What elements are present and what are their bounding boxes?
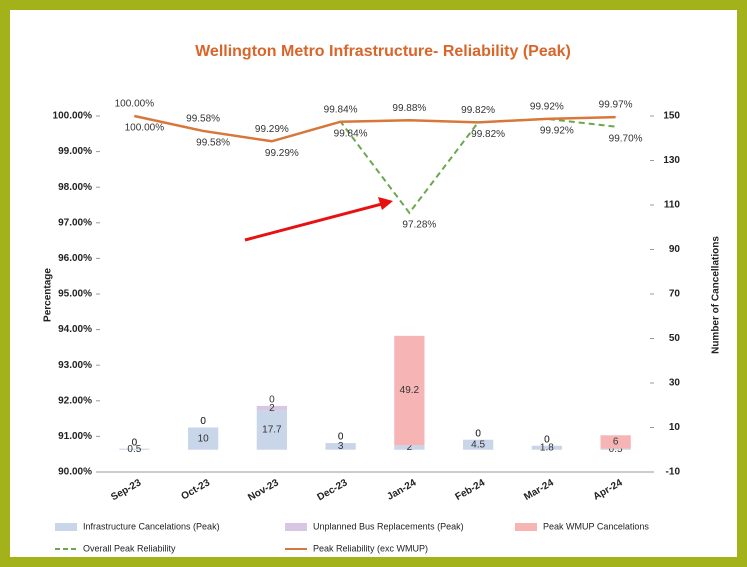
y-tick-label: 97.00% (58, 217, 92, 228)
bar (188, 427, 219, 450)
bar-label: 10 (198, 433, 210, 444)
bar-label: 0 (544, 434, 550, 445)
data-label: 99.70% (609, 133, 643, 144)
data-label: 99.92% (540, 125, 574, 136)
line (134, 114, 616, 143)
data-label: 99.84% (324, 104, 358, 115)
x-tick-label: Apr-24 (592, 477, 625, 503)
data-label: 99.58% (186, 114, 220, 125)
bar (394, 335, 425, 446)
x-tick-label: Jan-24 (385, 477, 418, 503)
bar-label: 0 (200, 416, 206, 427)
legend-label: Unplanned Bus Replacements (Peak) (313, 521, 464, 531)
data-label: 99.58% (196, 138, 230, 149)
y2-tick-label: 70 (669, 289, 681, 300)
x-tick-label: Sep-23 (109, 477, 143, 503)
data-label: 99.29% (265, 148, 299, 159)
data-label: 99.29% (255, 124, 289, 135)
bar-label: 3 (338, 441, 344, 452)
legend-swatch (515, 523, 537, 531)
data-label: 100.00% (125, 123, 165, 134)
bar-label: 17.7 (262, 425, 282, 436)
y2-tick-label: 110 (664, 200, 681, 211)
y-tick-label: 95.00% (58, 289, 92, 300)
y-tick-label: 100.00% (53, 111, 93, 122)
bar-label: 0 (132, 437, 138, 448)
data-label: 99.82% (471, 129, 505, 140)
legend-label: Peak WMUP Cancelations (543, 521, 649, 531)
bar-label: 1.8 (540, 442, 554, 453)
bar (463, 439, 494, 450)
bar-label: 0.5 (609, 444, 623, 455)
bar-label: 2 (269, 403, 275, 414)
y2-tick-label: 150 (663, 111, 680, 122)
bar-label: 49.2 (400, 385, 420, 396)
y2-tick-label: 90 (669, 244, 681, 255)
y-tick-label: 99.00% (58, 146, 92, 157)
bar (600, 435, 631, 449)
y2-tick-label: 10 (669, 422, 681, 433)
bar (256, 405, 287, 411)
bar (119, 448, 150, 450)
data-label: 99.97% (599, 100, 633, 111)
y-tick-label: 98.00% (58, 182, 92, 193)
bar-label: 0 (338, 432, 344, 443)
y-tick-label: 92.00% (58, 395, 92, 406)
bar (394, 445, 425, 450)
bar-label: 0 (269, 395, 275, 406)
annotation-arrow (244, 202, 383, 242)
bar-label: 0 (544, 434, 550, 445)
y-tick-label: 93.00% (58, 360, 92, 371)
y2-tick-label: -10 (666, 467, 681, 478)
bar (531, 445, 562, 450)
legend-swatch (55, 523, 77, 531)
y-tick-label: 91.00% (58, 431, 92, 442)
legend-label: Overall Peak Reliability (83, 543, 176, 553)
legend-swatch (285, 523, 307, 531)
data-label: 100.00% (115, 99, 155, 110)
arrow-head (378, 197, 393, 210)
legend-label: Peak Reliability (exc WMUP) (313, 543, 428, 553)
x-tick-label: Oct-23 (179, 477, 212, 502)
bar-label: 4.5 (471, 439, 485, 450)
data-label: 97.28% (402, 219, 436, 230)
bar-label: 0 (475, 428, 481, 439)
y-axis-title: Percentage (43, 268, 54, 322)
data-label: 99.82% (461, 105, 495, 116)
y2-axis-title: Number of Cancellations (711, 236, 722, 354)
y2-tick-label: 130 (663, 155, 680, 166)
bar (325, 443, 356, 450)
y2-tick-label: 50 (669, 333, 681, 344)
bar-label: 6 (613, 437, 619, 448)
x-tick-label: Dec-23 (316, 477, 350, 503)
bar-label: 0 (132, 437, 138, 448)
bar-label: 0 (475, 428, 481, 439)
bar-label: 2 (407, 442, 413, 453)
y-tick-label: 94.00% (58, 324, 92, 335)
data-label: 99.92% (530, 101, 564, 112)
bar (600, 448, 631, 450)
x-tick-label: Nov-23 (246, 477, 281, 503)
bar-label: 0.5 (127, 444, 141, 455)
data-label: 99.84% (334, 128, 368, 139)
bar-label: 0 (200, 416, 206, 427)
chart-title: Wellington Metro Infrastructure- Reliabi… (195, 43, 571, 60)
x-tick-label: Feb-24 (454, 477, 488, 503)
y-tick-label: 90.00% (58, 467, 92, 478)
y-tick-label: 96.00% (58, 253, 92, 264)
legend-label: Infrastructure Cancelations (Peak) (83, 521, 220, 531)
bar-label: 0 (338, 432, 344, 443)
y2-tick-label: 30 (669, 378, 681, 389)
x-tick-label: Mar-24 (522, 477, 556, 503)
bar (256, 410, 287, 450)
data-label: 99.88% (392, 103, 426, 114)
